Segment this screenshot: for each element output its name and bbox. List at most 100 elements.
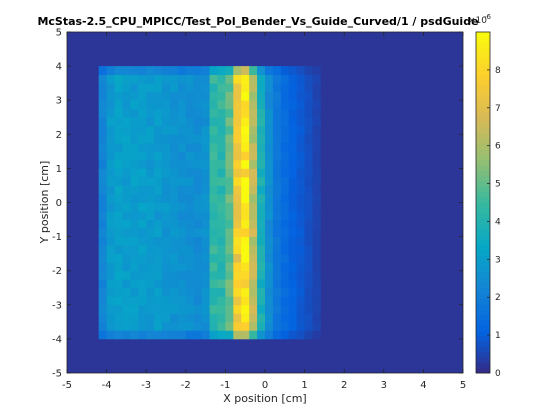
colorbar-segment	[476, 213, 490, 219]
heatmap-cell	[217, 142, 226, 152]
colorbar-frame	[475, 31, 491, 374]
heatmap-cell	[130, 330, 139, 340]
heatmap-cell	[296, 159, 305, 169]
heatmap-cell	[162, 270, 171, 280]
heatmap-cell	[304, 91, 313, 101]
heatmap-cell	[304, 134, 313, 144]
heatmap-cell	[146, 151, 155, 161]
y-tick-label: 2	[56, 130, 62, 141]
heatmap-cell	[233, 287, 242, 297]
heatmap-cell	[185, 287, 195, 297]
heatmap-cell	[209, 219, 218, 229]
heatmap-cell	[138, 151, 147, 161]
heatmap-cell	[114, 151, 123, 161]
heatmap-cell	[296, 176, 305, 186]
heatmap-cell	[185, 185, 195, 195]
colorbar-segment	[476, 122, 490, 129]
heatmap-cell	[122, 66, 131, 76]
heatmap-cell	[304, 74, 313, 84]
heatmap-cell	[138, 134, 147, 144]
heatmap-cell	[154, 279, 163, 289]
heatmap-cell	[225, 168, 234, 178]
heatmap-cell	[225, 108, 234, 118]
heatmap-cell	[106, 193, 115, 203]
heatmap-cell	[217, 91, 226, 101]
heatmap-cell	[241, 219, 250, 229]
heatmap-cell	[114, 83, 123, 93]
heatmap-cell	[114, 211, 123, 220]
colorbar-segment	[476, 362, 490, 369]
heatmap-cell	[169, 236, 179, 246]
heatmap-cell	[272, 142, 282, 152]
heatmap-cell	[169, 270, 179, 280]
heatmap-cell	[265, 219, 274, 229]
heatmap-cell	[288, 287, 298, 297]
y-tick-label: 3	[56, 96, 62, 107]
heatmap-cell	[201, 245, 210, 255]
colorbar-segment	[476, 154, 490, 161]
heatmap-cell	[304, 253, 313, 263]
heatmap-cell	[296, 245, 305, 255]
colorbar-segment	[476, 335, 490, 342]
heatmap-cell	[209, 262, 218, 272]
heatmap-cell	[98, 134, 107, 144]
heatmap-cell	[106, 176, 115, 186]
heatmap-cell	[312, 74, 321, 84]
heatmap-cell	[304, 228, 313, 237]
heatmap-cell	[233, 202, 242, 212]
heatmap-cell	[280, 279, 290, 289]
heatmap-cell	[162, 193, 171, 203]
heatmap-cell	[225, 262, 234, 272]
heatmap-cell	[177, 91, 187, 101]
heatmap-cell	[265, 279, 274, 289]
heatmap-cell	[138, 193, 147, 203]
heatmap-cell	[162, 253, 171, 263]
heatmap-cell	[185, 313, 195, 323]
heatmap-cell	[106, 253, 115, 263]
heatmap-cell	[154, 117, 163, 127]
heatmap-cell	[209, 228, 218, 237]
heatmap-cell	[185, 100, 195, 110]
heatmap-cell	[241, 168, 250, 178]
heatmap-cell	[312, 236, 321, 246]
heatmap-cell	[233, 159, 242, 169]
heatmap-cell	[225, 228, 234, 237]
heatmap-cell	[209, 100, 218, 110]
heatmap-cell	[98, 279, 107, 289]
heatmap-cell	[185, 304, 195, 314]
heatmap-cell	[288, 219, 298, 229]
x-tick-label: 2	[341, 380, 347, 391]
heatmap-cell	[169, 151, 179, 161]
heatmap-cell	[249, 168, 258, 178]
y-tick-label: -1	[52, 232, 62, 243]
heatmap-cell	[217, 100, 226, 110]
heatmap-cell	[288, 142, 298, 152]
heatmap-cell	[280, 134, 290, 144]
heatmap-cell	[106, 134, 115, 144]
heatmap-cell	[265, 83, 274, 93]
heatmap-cell	[162, 211, 171, 220]
heatmap-cell	[146, 83, 155, 93]
heatmap-cell	[217, 185, 226, 195]
heatmap-cell	[201, 202, 210, 212]
colorbar-segment	[476, 309, 490, 315]
heatmap-cell	[177, 100, 187, 110]
heatmap-cell	[241, 304, 250, 314]
heatmap-cell	[241, 176, 250, 186]
heatmap-cell	[280, 296, 290, 306]
heatmap-cell	[98, 228, 107, 237]
heatmap-cell	[169, 202, 179, 212]
heatmap-cell	[249, 83, 258, 93]
heatmap-cell	[265, 159, 274, 169]
colorbar-segment	[476, 79, 490, 86]
heatmap-cell	[201, 108, 210, 118]
heatmap-cell	[288, 66, 298, 76]
heatmap-cell	[265, 100, 274, 110]
heatmap-cell	[106, 287, 115, 297]
heatmap-cell	[146, 125, 155, 135]
heatmap-cell	[177, 253, 187, 263]
heatmap-cell	[138, 236, 147, 246]
heatmap-cell	[288, 117, 298, 127]
heatmap-cell	[241, 330, 250, 340]
heatmap-cell	[304, 330, 313, 340]
